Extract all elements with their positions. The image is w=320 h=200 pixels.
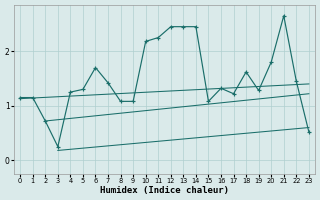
X-axis label: Humidex (Indice chaleur): Humidex (Indice chaleur) [100,186,229,195]
